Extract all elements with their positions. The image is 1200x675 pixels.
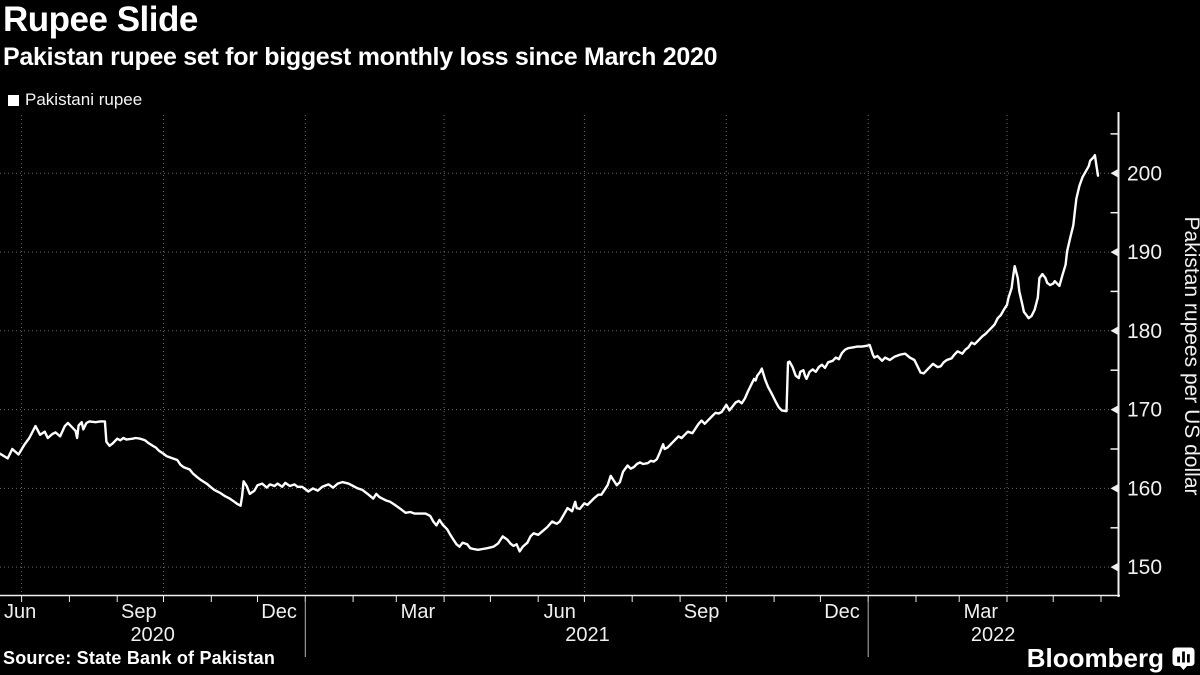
- x-year-label: 2022: [971, 624, 1016, 646]
- x-year-label: 2020: [130, 624, 175, 646]
- y-tick-label: 180: [1127, 320, 1162, 343]
- legend: Pakistani rupee: [8, 90, 142, 110]
- x-month-label: Jun: [544, 601, 576, 623]
- y-tick-label: 200: [1127, 162, 1162, 185]
- y-major-tick-arrow: [1110, 562, 1119, 572]
- bloomberg-barchart-icon: [1172, 647, 1195, 670]
- bloomberg-wordmark: Bloomberg: [1026, 643, 1164, 673]
- source-credit: Source: State Bank of Pakistan: [3, 648, 276, 668]
- y-axis: 150 160 170 180 190 200: [1110, 112, 1162, 597]
- y-tick-label: 160: [1127, 477, 1162, 500]
- x-month-label: Sep: [121, 601, 157, 623]
- x-month-labels: Jun Sep Dec Mar Jun Sep Dec Mar: [4, 601, 998, 623]
- y-major-tick-arrow: [1110, 168, 1119, 178]
- x-month-label: Jun: [4, 601, 36, 623]
- y-tick-label: 170: [1127, 399, 1162, 422]
- y-gridlines: [0, 172, 1118, 568]
- x-month-label: Dec: [824, 601, 860, 623]
- y-major-tick-arrow: [1110, 247, 1119, 257]
- x-month-label: Mar: [964, 601, 999, 623]
- x-month-label: Dec: [261, 601, 297, 623]
- x-axis: [0, 594, 1120, 657]
- y-major-tick-arrow: [1110, 483, 1119, 493]
- bloomberg-logo: Bloomberg: [1027, 643, 1195, 674]
- x-gridlines: [21, 115, 1008, 595]
- legend-swatch-icon: [8, 94, 19, 106]
- rupee-series-line: [0, 154, 1100, 553]
- x-year-labels: 2020 2021 2022: [130, 624, 1015, 646]
- chart-title: Rupee Slide: [3, 0, 198, 39]
- y-tick-label: 150: [1127, 556, 1162, 579]
- y-major-tick-arrow: [1110, 405, 1119, 415]
- chart-subtitle: Pakistan rupee set for biggest monthly l…: [3, 43, 718, 71]
- x-month-label: Mar: [401, 601, 436, 623]
- x-month-label: Sep: [684, 601, 720, 623]
- y-axis-title: Pakistan rupees per US dollar: [1180, 217, 1200, 496]
- x-year-label: 2021: [565, 624, 610, 646]
- y-major-tick-arrow: [1110, 326, 1119, 336]
- y-tick-label: 190: [1127, 241, 1162, 264]
- legend-series-label: Pakistani rupee: [25, 90, 143, 109]
